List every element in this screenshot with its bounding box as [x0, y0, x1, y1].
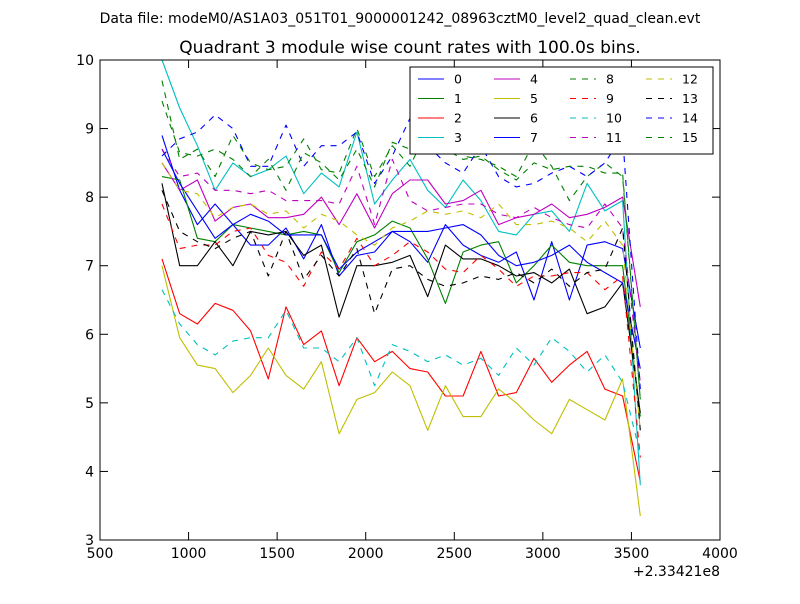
series-line-2 [161, 258, 641, 482]
x-tick-label: 500 [87, 546, 114, 562]
figure-suptitle: Data file: modeM0/AS1A03_051T01_90000012… [100, 11, 701, 27]
legend-label-10: 10 [606, 111, 622, 126]
y-tick-label: 10 [76, 53, 94, 69]
series-line-7 [161, 148, 641, 369]
legend-label-12: 12 [682, 72, 698, 87]
legend-label-8: 8 [606, 72, 614, 87]
legend-label-5: 5 [530, 91, 538, 106]
x-tick-label: 3000 [525, 546, 561, 562]
x-tick-label: 4000 [702, 546, 738, 562]
legend-label-6: 6 [530, 111, 538, 126]
series-line-11 [161, 148, 641, 383]
series-group [161, 60, 641, 517]
y-tick-label: 4 [85, 464, 94, 480]
x-tick-label: 2000 [348, 546, 384, 562]
plot-frame [99, 59, 721, 541]
legend-label-9: 9 [606, 91, 614, 106]
series-line-12 [161, 162, 641, 431]
x-tick-label: 1500 [259, 546, 295, 562]
legend-label-7: 7 [530, 130, 538, 145]
chart-title: Quadrant 3 module wise count rates with … [179, 38, 640, 58]
series-line-14 [161, 114, 641, 390]
legend-label-0: 0 [454, 72, 462, 87]
legend-box [409, 66, 714, 155]
x-tick-label: 1000 [171, 546, 207, 562]
series-line-5 [161, 265, 641, 517]
y-tick-label: 9 [85, 122, 94, 138]
y-tick-label: 8 [85, 190, 94, 206]
series-line-8 [161, 80, 641, 400]
x-tick-label: 3500 [614, 546, 650, 562]
legend-label-14: 14 [682, 111, 698, 126]
legend-label-15: 15 [682, 130, 698, 145]
x-tick-label: 2500 [436, 546, 472, 562]
legend-label-2: 2 [454, 111, 462, 126]
legend-label-1: 1 [454, 91, 462, 106]
y-tick-label: 3 [85, 533, 94, 549]
legend-label-13: 13 [682, 91, 698, 106]
series-line-15 [161, 100, 641, 400]
legend-label-3: 3 [454, 130, 462, 145]
series-line-10 [161, 289, 641, 455]
series-line-0 [161, 135, 641, 349]
series-line-9 [161, 203, 641, 458]
series-line-6 [161, 183, 641, 414]
legend-label-4: 4 [530, 72, 538, 87]
y-tick-label: 6 [85, 327, 94, 343]
y-tick-label: 5 [85, 396, 94, 412]
legend-label-11: 11 [606, 130, 622, 145]
y-tick-label: 7 [85, 259, 94, 275]
x-offset-text: +2.33421e8 [633, 564, 720, 580]
series-line-13 [161, 190, 641, 431]
